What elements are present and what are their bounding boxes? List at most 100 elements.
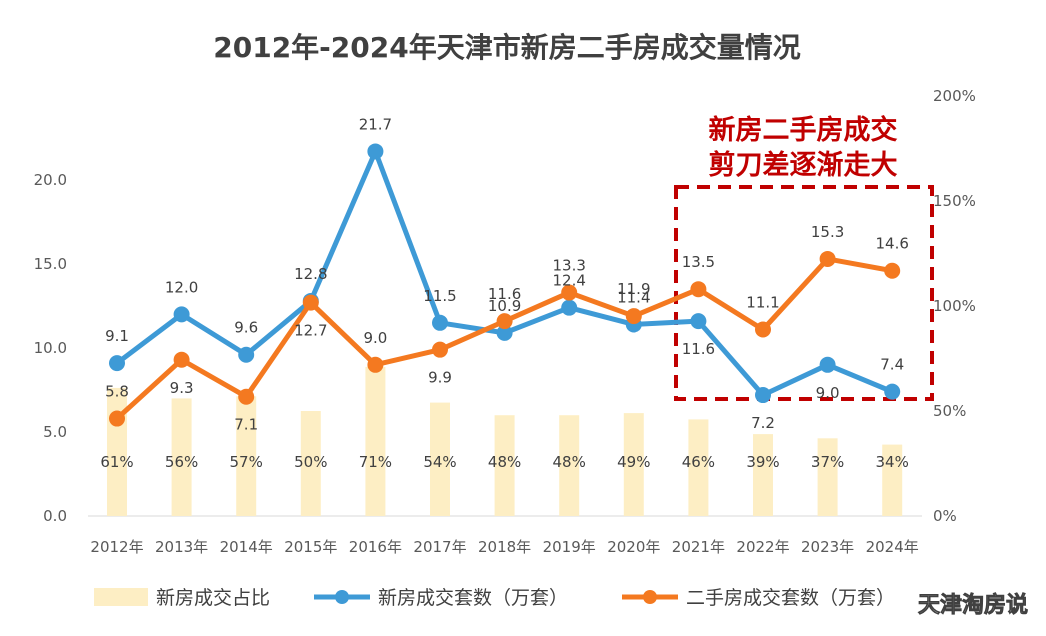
right-axis-tick-label: 100% [933,297,976,315]
bar [430,402,450,516]
watermark-text: 天津淘房说 [918,592,1028,618]
new-home-point [496,324,513,341]
second-hand-point [432,341,448,358]
new-home-data-label: 9.6 [234,319,258,337]
new-home-point [819,356,836,373]
bar [236,396,257,516]
new-home-data-label: 12.4 [552,272,585,290]
bar-data-label: 48% [488,453,521,471]
second-hand-point [819,250,836,267]
new-home-point [238,346,255,363]
second-hand-data-label: 9.9 [428,369,452,387]
right-axis-tick-label: 200% [933,87,976,105]
right-axis-tick-label: 50% [933,402,966,420]
new-home-data-label: 11.5 [423,287,456,305]
new-home-data-label: 9.1 [105,327,129,345]
second-hand-point [367,356,384,373]
second-hand-data-label: 13.3 [552,257,585,275]
legend-label-second: 二手房成交套数（万套） [686,587,895,609]
bar-data-label: 71% [359,453,392,471]
left-axis-tick-label: 5.0 [43,423,67,441]
bar-data-label: 37% [811,453,844,471]
legend: 新房成交占比 新房成交套数（万套） 二手房成交套数（万套） [94,587,895,609]
second-hand-data-label: 7.1 [234,416,258,434]
second-hand-data-label: 12.7 [294,322,327,340]
new-home-point [884,383,901,400]
bar-data-label: 34% [876,453,909,471]
chart-title: 2012年-2024年天津市新房二手房成交量情况 [213,31,800,64]
bar [494,415,515,516]
second-hand-point [109,410,125,427]
new-home-data-label: 7.2 [751,414,775,432]
legend-marker-second [643,590,657,604]
legend-marker-new [335,590,349,604]
second-hand-data-label: 15.3 [811,223,844,241]
x-axis-tick-label: 2022年 [736,538,789,556]
second-hand-data-label: 11.6 [488,285,521,303]
callout-line2: 剪刀差逐渐走大 [709,149,898,181]
x-axis-tick-label: 2023年 [801,538,854,556]
bar-data-label: 50% [294,453,327,471]
right-axis: 0% 50% 100% 150% 200% [933,87,976,525]
new-home-point [109,355,125,372]
second-hand-data-label: 11.1 [746,294,779,312]
second-hand-point [173,351,190,368]
bar [559,415,580,516]
bar [817,438,838,516]
bar [171,398,192,516]
second-hand-data-label: 14.6 [875,235,908,253]
legend-label-new: 新房成交套数（万套） [378,587,568,609]
second-hand-point [690,281,707,298]
right-axis-tick-label: 0% [933,507,957,525]
bar-data-label: 61% [100,453,133,471]
new-home-data-label: 21.7 [359,115,392,133]
left-axis-tick-label: 20.0 [34,171,67,189]
x-axis-tick-label: 2014年 [220,538,273,556]
line-data-labels: 9.1 12.0 9.6 12.8 21.7 11.5 10.9 12.4 11.4 11.6 7.… [105,115,909,433]
new-home-data-label: 11.4 [617,288,650,306]
second-hand-point [755,321,771,338]
bar [623,413,644,516]
bar-data-label: 39% [746,453,779,471]
left-axis: 0.0 5.0 10.0 15.0 20.0 [34,171,67,525]
x-axis-tick-label: 2013年 [155,538,208,556]
second-hand-data-label: 5.8 [105,383,129,401]
x-axis-tick-labels: 2012年 2013年 2014年 2015年 2016年 2017年 2018年 2019年… [90,538,918,556]
new-home-point [561,299,578,316]
bar-series [107,366,903,516]
second-hand-point [238,388,255,405]
new-home-data-label: 9.0 [816,384,840,402]
bar-data-label: 49% [617,453,650,471]
bar [300,411,321,516]
left-axis-tick-label: 0.0 [43,507,67,525]
bar [753,434,773,516]
second-hand-point [884,262,901,279]
new-home-data-label: 12.8 [294,265,327,283]
second-hand-point [625,308,642,325]
second-hand-point [561,284,578,301]
new-home-point [173,306,190,323]
callout-line1: 新房二手房成交 [709,114,898,146]
x-axis-tick-label: 2017年 [413,538,466,556]
bar-data-labels: 61% 56% 57% 50% 71% 54% 48% 48% 49% 46% 39% 37% 34% [100,453,909,471]
new-home-point [432,314,448,331]
bar [107,387,127,516]
second-hand-point [496,313,513,330]
x-axis-tick-label: 2019年 [543,538,596,556]
bar-data-label: 56% [165,453,198,471]
new-home-data-label: 12.0 [165,278,198,296]
new-home-point [690,313,707,330]
left-axis-tick-label: 10.0 [34,339,67,357]
legend-swatch-bar [94,588,148,606]
x-axis-tick-label: 2020年 [607,538,660,556]
second-hand-data-label: 11.9 [617,280,650,298]
x-axis-tick-label: 2015年 [284,538,337,556]
bar [882,444,903,516]
new-home-data-label: 10.9 [488,297,521,315]
bar-data-label: 48% [553,453,586,471]
new-home-data-label: 7.4 [880,356,904,374]
new-home-data-label: 11.6 [682,340,715,358]
x-axis-tick-label: 2012年 [90,538,143,556]
bar-data-label: 46% [682,453,715,471]
